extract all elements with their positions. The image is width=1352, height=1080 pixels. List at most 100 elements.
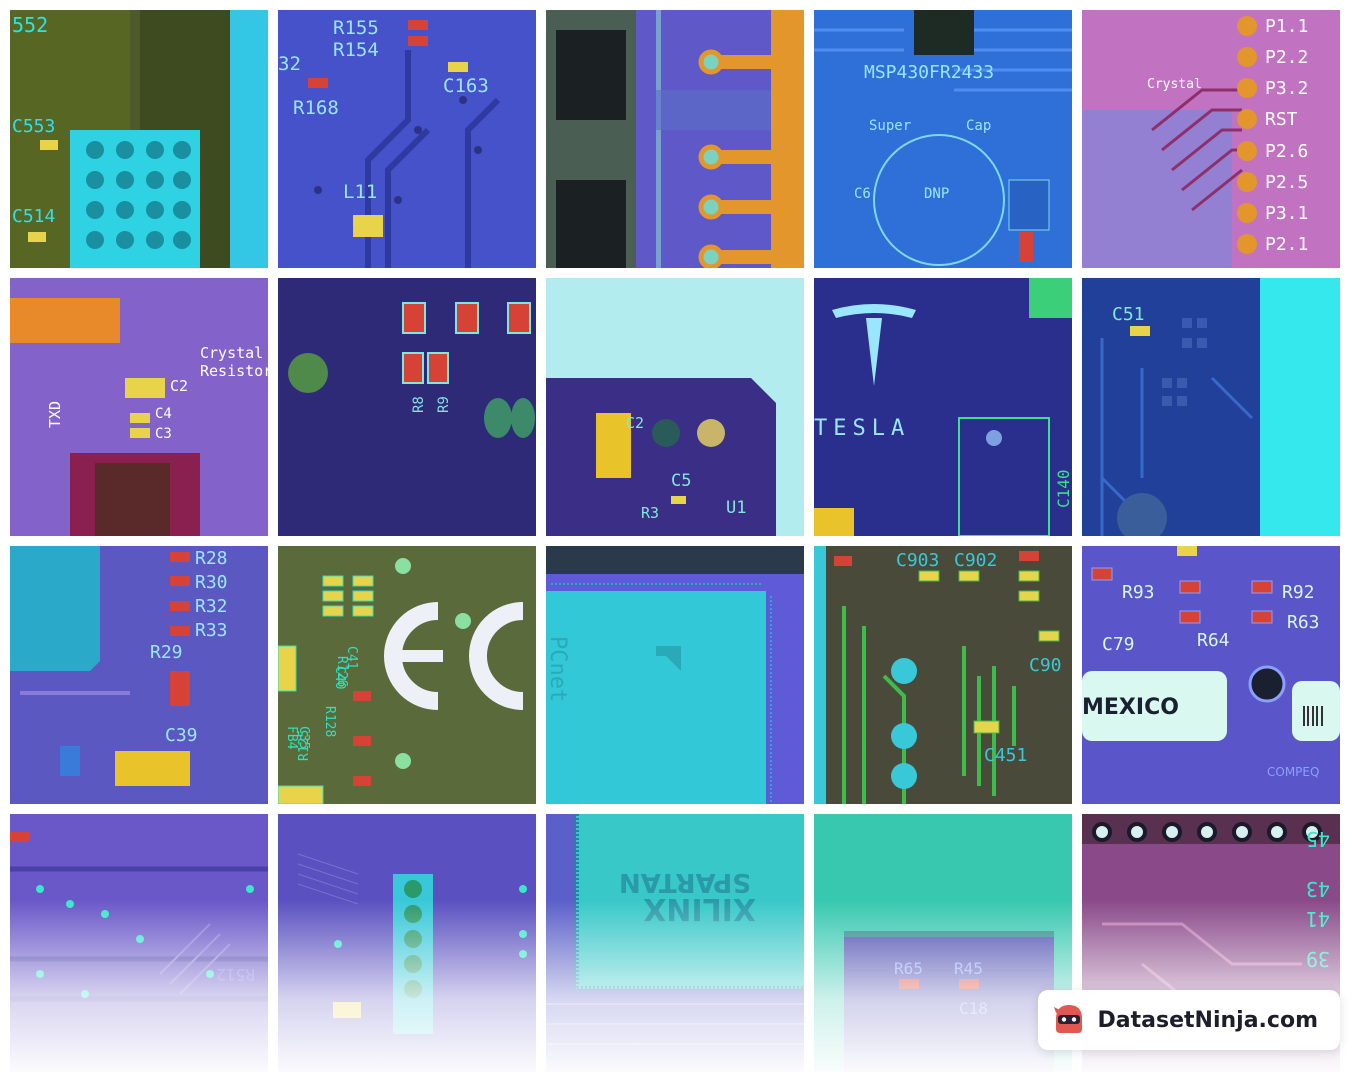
svg-text:R64: R64 — [1197, 630, 1230, 651]
svg-text:R32: R32 — [195, 596, 228, 617]
svg-text:C451: C451 — [984, 745, 1027, 766]
svg-text:R92: R92 — [1282, 582, 1315, 603]
svg-text:COMPEQ: COMPEQ — [1267, 765, 1319, 779]
pcb-tile-15: R93 R92 R63 R64 C79 MEXICO COMPEQ — [1082, 546, 1340, 804]
svg-text:C18: C18 — [959, 999, 988, 1018]
pcb-image-8: C2 C5 R3 U1 — [546, 278, 804, 536]
svg-text:Cap: Cap — [966, 118, 991, 134]
svg-text:MSP430FR2433: MSP430FR2433 — [864, 62, 994, 83]
pcb-image-7: R8 R9 — [278, 278, 536, 536]
pcb-tile-4: MSP430FR2433 Super Cap C6 DNP — [814, 10, 1072, 268]
svg-text:45: 45 — [1306, 827, 1330, 851]
pcb-tile-7: R8 R9 — [278, 278, 536, 536]
pcb-image-15: R93 R92 R63 R64 C79 MEXICO COMPEQ — [1082, 546, 1340, 804]
svg-text:C90: C90 — [1029, 655, 1062, 676]
svg-text:C163: C163 — [443, 75, 489, 97]
pcb-image-5: P1.1 P2.2 P3.2 RST P2.6 P2.5 P3.1 P2.1 C… — [1082, 10, 1340, 268]
svg-text:552: 552 — [12, 13, 48, 37]
pcb-tile-1: 552 C553 C514 — [10, 10, 268, 268]
pcb-image-19: R65 R45 C18 — [814, 814, 1072, 1072]
pcb-tile-5: P1.1 P2.2 P3.2 RST P2.6 P2.5 P3.1 P2.1 C… — [1082, 10, 1340, 268]
svg-text:C39: C39 — [165, 725, 198, 746]
svg-text:C2: C2 — [626, 414, 644, 432]
svg-text:39: 39 — [1306, 947, 1330, 971]
svg-text:C40: C40 — [332, 666, 347, 689]
svg-text:R93: R93 — [1122, 582, 1155, 603]
pcb-image-11: R28 R30 R32 R33 R29 C39 — [10, 546, 268, 804]
image-grid: 552 C553 C514 R155 R154 R168 C163 L11 32 — [10, 10, 1340, 1072]
svg-text:P2.6: P2.6 — [1265, 141, 1308, 162]
svg-text:C903: C903 — [896, 550, 939, 571]
pcb-tile-14: C903 C902 C90 C451 — [814, 546, 1072, 804]
svg-text:Crystal: Crystal — [1147, 77, 1202, 92]
svg-text:R9: R9 — [436, 396, 452, 413]
pcb-image-1: 552 C553 C514 — [10, 10, 268, 268]
pcb-tile-12: R126 R128 C41 C40 FB4 C35 R125 — [278, 546, 536, 804]
svg-text:R125: R125 — [297, 730, 312, 761]
svg-text:MEXICO: MEXICO — [1082, 695, 1179, 720]
svg-text:C5: C5 — [671, 471, 691, 491]
pcb-tile-13: PCnet AM79C97 — [546, 546, 804, 804]
svg-text:PCnet: PCnet — [546, 636, 570, 702]
svg-text:C51: C51 — [1112, 304, 1145, 325]
svg-text:C79: C79 — [1102, 634, 1135, 655]
svg-text:R28: R28 — [195, 548, 228, 569]
pcb-image-6: Crystal Resistor TXD C2 C4 C3 — [10, 278, 268, 536]
pcb-image-9: TESLA C140 — [814, 278, 1072, 536]
svg-text:TESLA: TESLA — [814, 416, 910, 441]
svg-text:R33: R33 — [195, 620, 228, 641]
pcb-tile-8: C2 C5 R3 U1 — [546, 278, 804, 536]
svg-text:C553: C553 — [12, 116, 55, 137]
pcb-image-2: R155 R154 R168 C163 L11 32 — [278, 10, 536, 268]
svg-text:R128: R128 — [322, 706, 337, 737]
pcb-image-4: MSP430FR2433 Super Cap C6 DNP — [814, 10, 1072, 268]
svg-text:C6: C6 — [854, 186, 871, 202]
svg-text:C41: C41 — [344, 646, 359, 669]
pcb-image-3 — [546, 10, 804, 268]
pcb-image-17 — [278, 814, 536, 1072]
svg-text:TXD: TXD — [46, 401, 64, 428]
svg-text:R154: R154 — [333, 39, 379, 61]
svg-text:R8: R8 — [411, 396, 427, 413]
pcb-tile-2: R155 R154 R168 C163 L11 32 — [278, 10, 536, 268]
svg-text:P2.5: P2.5 — [1265, 172, 1308, 193]
pcb-image-10: C51 — [1082, 278, 1340, 536]
svg-text:Resistor: Resistor — [200, 362, 268, 380]
pcb-tile-19: R65 R45 C18 — [814, 814, 1072, 1072]
svg-text:RST: RST — [1265, 109, 1298, 130]
pcb-image-13: PCnet AM79C97 — [546, 546, 804, 804]
pcb-image-12: R126 R128 C41 C40 FB4 C35 R125 — [278, 546, 536, 804]
svg-text:41: 41 — [1306, 907, 1330, 931]
svg-text:R63: R63 — [1287, 612, 1320, 633]
svg-text:R45: R45 — [954, 959, 983, 978]
pcb-tile-17 — [278, 814, 536, 1072]
dataset-ninja-badge[interactable]: DatasetNinja.com — [1037, 990, 1340, 1050]
svg-text:P3.1: P3.1 — [1265, 203, 1308, 224]
pcb-tile-6: Crystal Resistor TXD C2 C4 C3 — [10, 278, 268, 536]
svg-text:DNP: DNP — [924, 186, 949, 202]
svg-text:P2.2: P2.2 — [1265, 47, 1308, 68]
svg-text:R29: R29 — [150, 642, 183, 663]
svg-text:L11: L11 — [343, 181, 377, 203]
svg-text:C4: C4 — [155, 406, 172, 422]
svg-text:Super: Super — [869, 118, 911, 134]
pcb-image-18: XILINX SPARTAN — [546, 814, 804, 1072]
svg-text:C2: C2 — [170, 377, 188, 395]
svg-text:FB4: FB4 — [284, 726, 299, 750]
svg-text:C3: C3 — [155, 426, 172, 442]
svg-text:32: 32 — [278, 53, 301, 75]
svg-text:R155: R155 — [333, 17, 379, 39]
svg-text:P3.2: P3.2 — [1265, 78, 1308, 99]
svg-text:R168: R168 — [293, 97, 339, 119]
pcb-tile-3 — [546, 10, 804, 268]
svg-text:R512: R512 — [216, 965, 255, 984]
pcb-tile-9: TESLA C140 — [814, 278, 1072, 536]
svg-text:C35: C35 — [296, 726, 311, 749]
svg-text:P2.1: P2.1 — [1265, 234, 1308, 255]
svg-text:P1.1: P1.1 — [1265, 16, 1308, 37]
svg-text:R30: R30 — [195, 572, 228, 593]
pcb-tile-16: R512 — [10, 814, 268, 1072]
pcb-tile-10: C51 — [1082, 278, 1340, 536]
svg-text:R65: R65 — [894, 959, 923, 978]
ninja-mascot-icon — [1050, 999, 1088, 1041]
